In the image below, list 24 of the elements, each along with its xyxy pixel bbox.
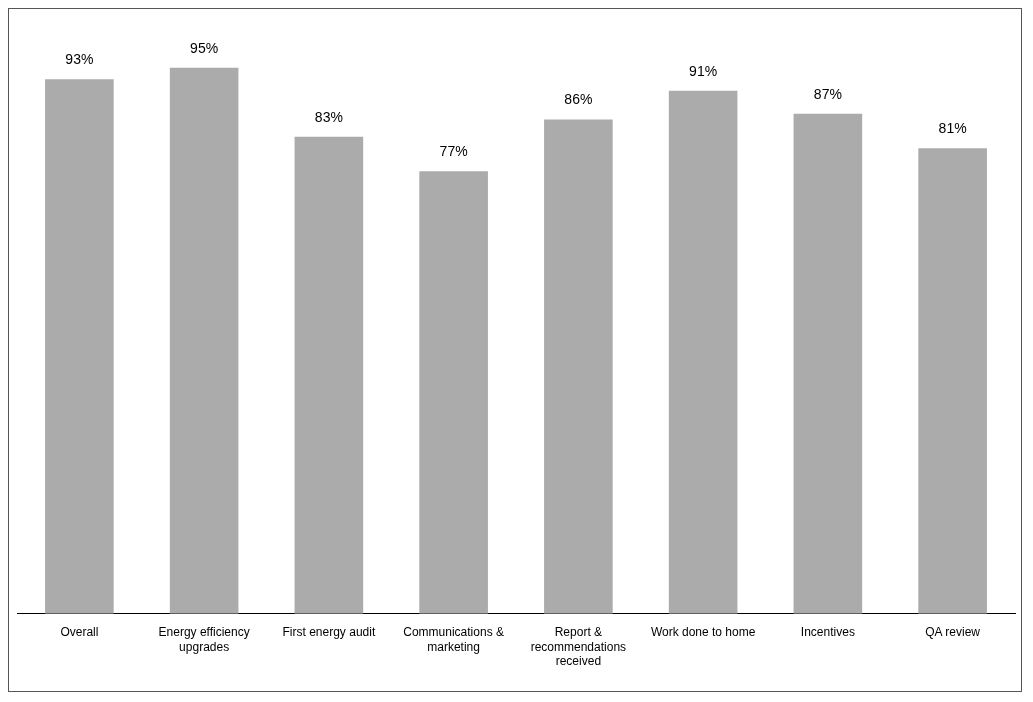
bar <box>793 113 863 614</box>
x-tick-label: QA review <box>925 625 981 640</box>
data-label: 95% <box>190 39 219 56</box>
bar <box>544 119 613 614</box>
data-label: 87% <box>813 85 842 102</box>
bar <box>294 136 364 614</box>
data-label: 91% <box>689 62 718 79</box>
bar <box>918 148 987 614</box>
data-label: 81% <box>938 120 967 137</box>
bar <box>419 171 488 614</box>
data-label: 93% <box>65 51 94 68</box>
data-label: 83% <box>314 108 343 125</box>
data-label: 77% <box>439 143 468 160</box>
bar <box>169 67 239 614</box>
x-tick-label: Report & recommendations received <box>530 625 627 669</box>
x-tick-label: Incentives <box>800 625 855 640</box>
x-tick-label: Work done to home <box>650 625 756 640</box>
data-label: 86% <box>564 91 593 108</box>
bar <box>45 79 114 614</box>
x-tick-label: Communications & marketing <box>403 625 504 654</box>
x-tick-label: First energy audit <box>282 625 376 640</box>
x-tick-label: Overall <box>60 625 99 640</box>
bar <box>668 90 738 614</box>
x-tick-label: Energy efficiency upgrades <box>158 625 250 654</box>
